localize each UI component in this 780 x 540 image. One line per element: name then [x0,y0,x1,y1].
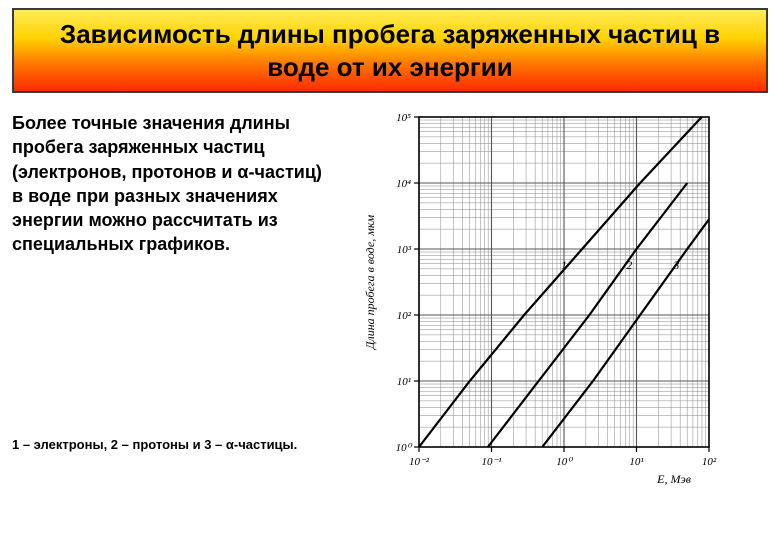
svg-text:10⁵: 10⁵ [396,112,411,124]
content-row: Более точные значения длины пробега заря… [12,107,768,507]
description-text: Более точные значения длины пробега заря… [12,111,322,257]
svg-text:10⁴: 10⁴ [396,178,411,190]
slide-title: Зависимость длины пробега заряженных час… [34,18,746,83]
svg-text:1: 1 [561,258,567,272]
svg-text:10³: 10³ [397,244,412,256]
svg-text:10⁰: 10⁰ [556,456,573,468]
svg-text:10¹: 10¹ [629,456,643,468]
svg-text:2: 2 [626,258,632,272]
chart-container: 10⁻² 10⁻¹ 10⁰ 10¹ 10² 10⁰ 10¹ 10² 10³ 10⁴ 10⁵ 1 2 3 E,… [340,107,768,507]
left-column: Более точные значения длины пробега заря… [12,107,322,452]
svg-text:E, Мэв: E, Мэв [656,472,691,486]
chart-caption: 1 – электроны, 2 – протоны и 3 – α-части… [12,437,322,452]
svg-text:10¹: 10¹ [397,376,411,388]
svg-text:3: 3 [672,258,679,272]
svg-text:10⁻¹: 10⁻¹ [481,456,501,468]
svg-text:10²: 10² [397,310,412,322]
svg-text:Длина пробега в воде, мкм: Длина пробега в воде, мкм [363,215,377,351]
svg-text:10²: 10² [702,456,717,468]
svg-text:10⁻²: 10⁻² [409,456,430,468]
range-chart: 10⁻² 10⁻¹ 10⁰ 10¹ 10² 10⁰ 10¹ 10² 10³ 10⁴ 10⁵ 1 2 3 E,… [354,107,754,507]
svg-text:10⁰: 10⁰ [396,442,413,454]
slide: Зависимость длины пробега заряженных час… [0,0,780,540]
title-bar: Зависимость длины пробега заряженных час… [12,8,768,93]
